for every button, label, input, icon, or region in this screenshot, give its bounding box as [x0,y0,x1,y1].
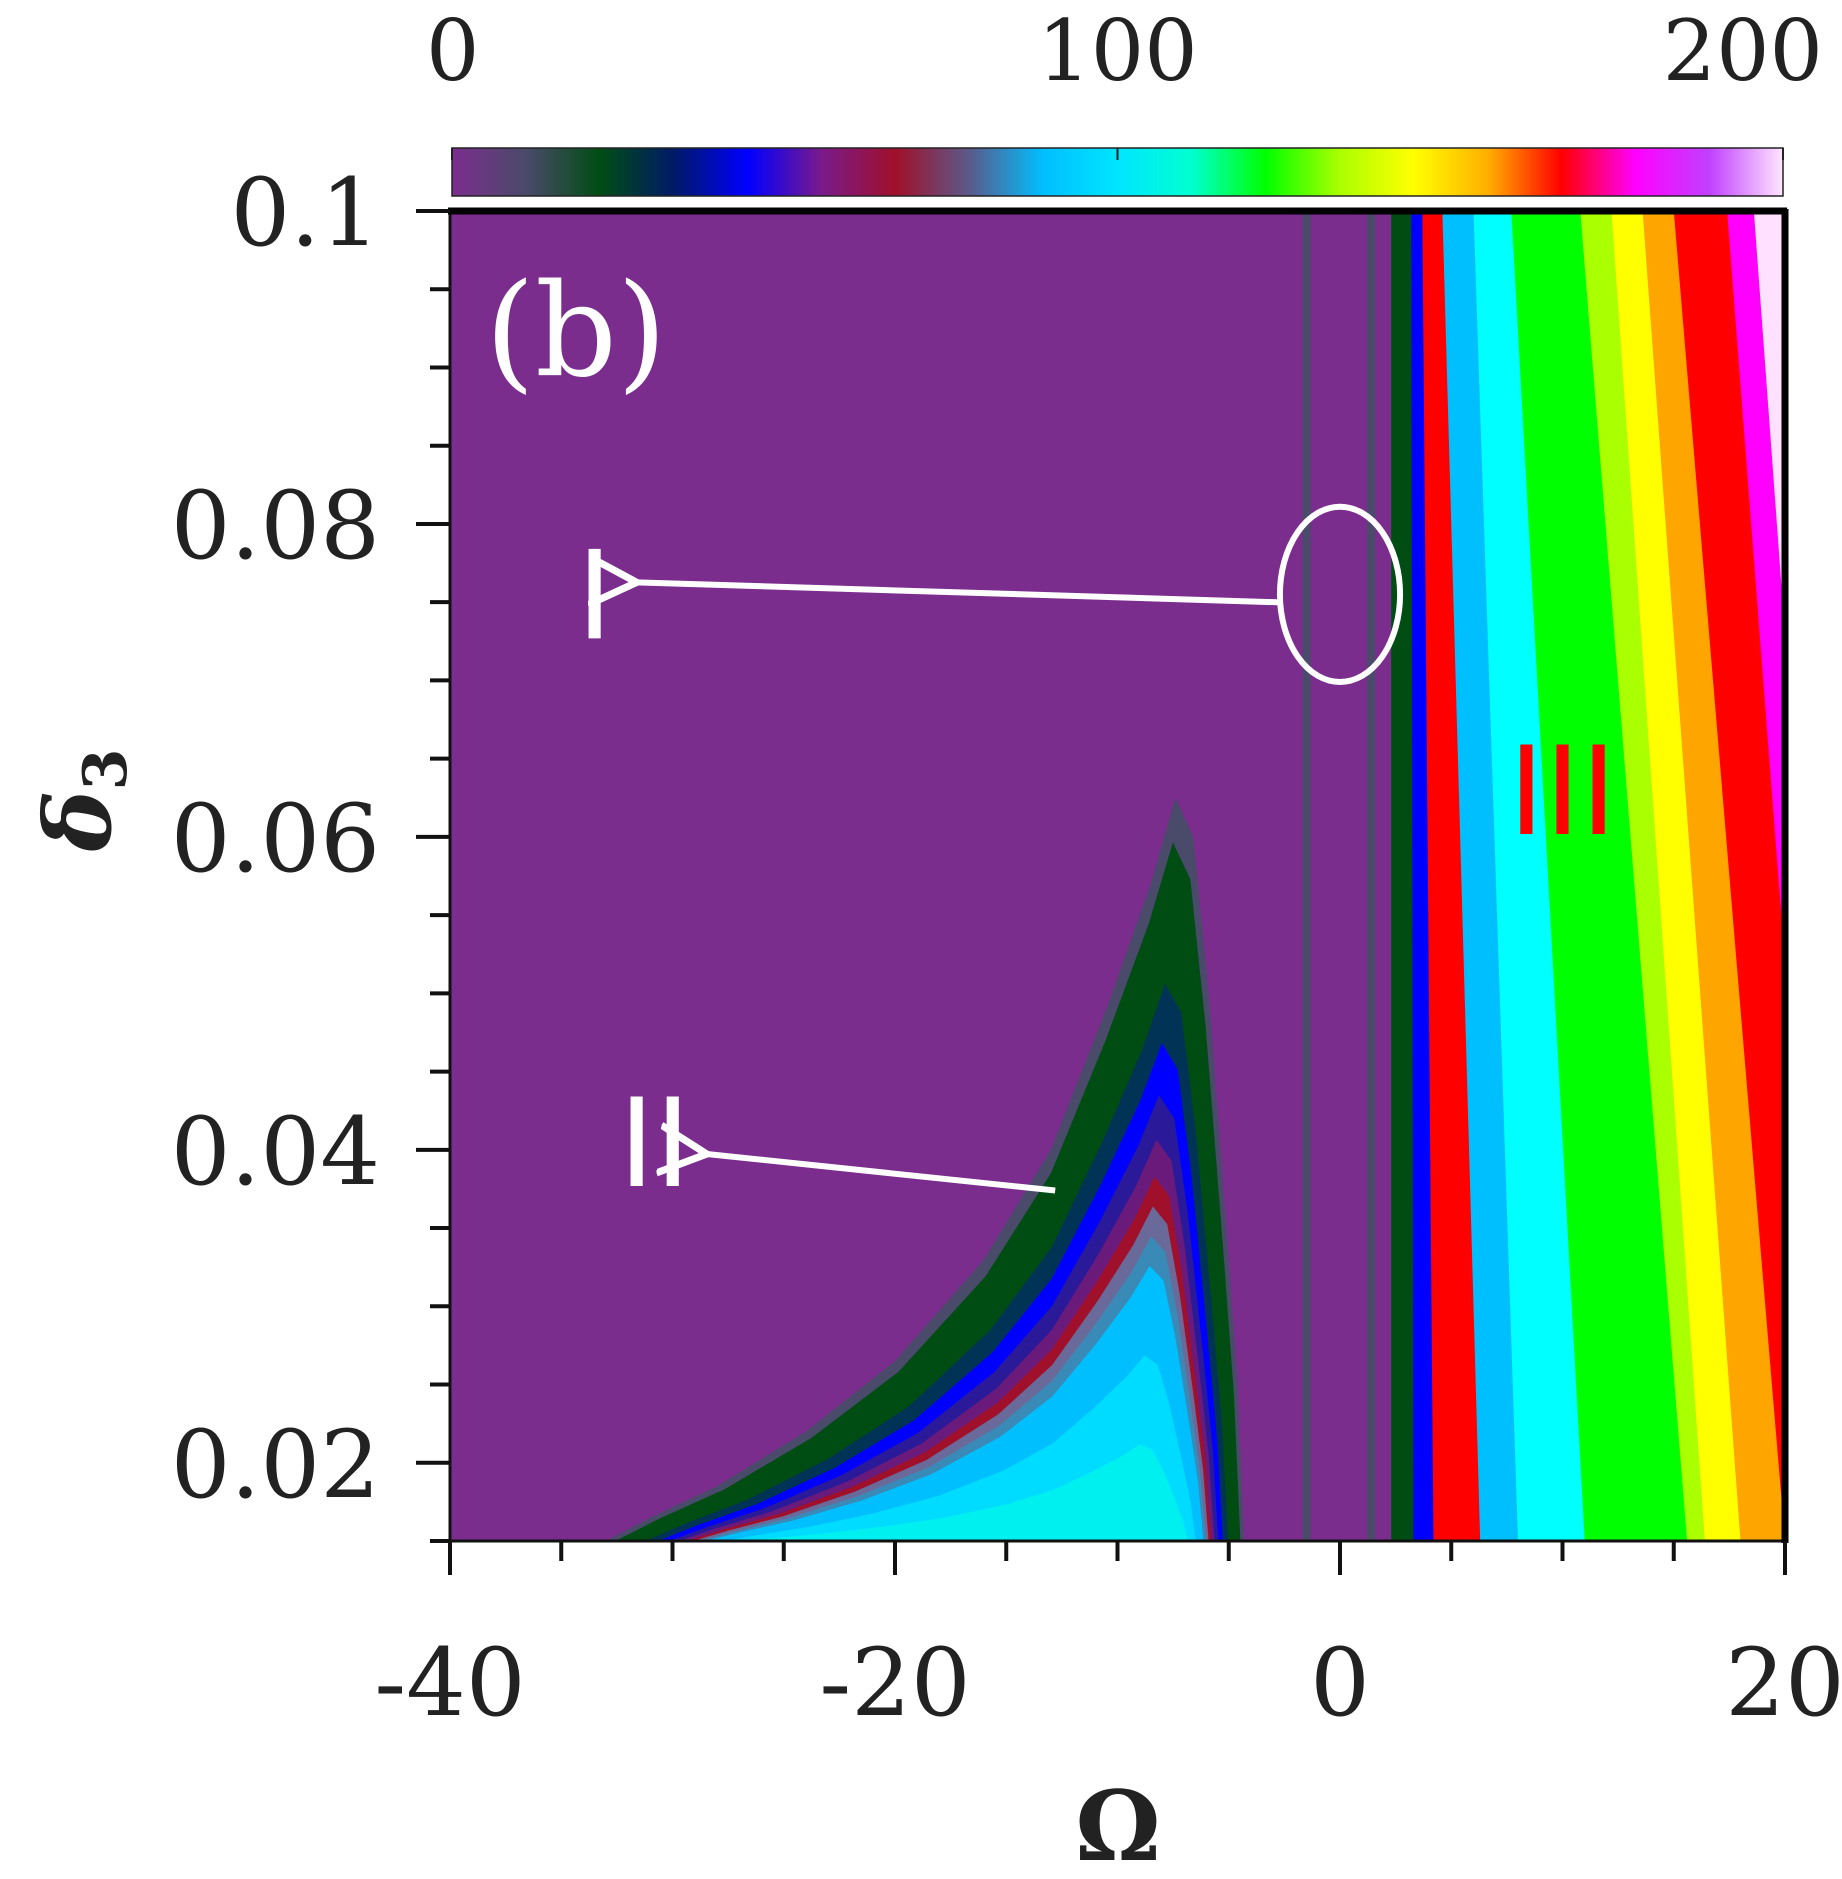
axes: -40 -20 0 20 0.02 0.04 0.06 0.08 0.1 Ω δ3 [24,159,1842,1879]
panel-label: (b) [485,257,667,406]
region-iii-stripes [1391,211,1785,1541]
region-iii-band [1753,211,1785,635]
y-axis-label-subscript: 3 [71,748,141,790]
plot-area [450,211,1785,1541]
y-tick-label: 0.08 [171,472,380,581]
y-axis-label: δ3 [24,748,141,852]
region-ii-band [743,1444,1188,1541]
x-tick-label: -40 [374,1629,525,1738]
region-i-label: I [577,520,613,666]
x-tick-label: -20 [819,1629,970,1738]
x-axis-ticks [448,1541,1787,1575]
y-axis-label-symbol: δ [24,790,132,852]
y-tick-label: 0.1 [231,159,381,268]
colorbar-tick-label: 0 [426,2,479,100]
region-ii-label: II [619,1068,691,1214]
colorbar-tick-labels: 0 100 200 [426,2,1823,100]
y-tick-label: 0.02 [171,1411,380,1520]
x-tick-label: 20 [1725,1629,1842,1738]
region-ii-arrow [707,1154,1056,1194]
y-tick-label: 0.04 [171,1098,380,1207]
y-tick-label: 0.06 [171,785,380,894]
y-axis-ticks [416,209,450,1543]
x-axis-tick-labels: -40 -20 0 20 [374,1629,1842,1738]
region-iii-label: III [1508,716,1616,862]
colorbar: 0 100 200 [426,2,1823,197]
colorbar-tick-label: 100 [1037,2,1197,100]
colorbar-ticks [451,148,1784,160]
colorbar-tick-label: 200 [1663,2,1823,100]
y-axis-tick-labels: 0.02 0.04 0.06 0.08 0.1 [171,159,380,1520]
x-tick-label: 0 [1310,1629,1370,1738]
thin-lines [1302,211,1376,1541]
region-ii-tongue [605,797,1245,1541]
x-axis-label: Ω [1075,1770,1160,1879]
region-i-ellipse [1276,503,1404,685]
region-i-arrow [637,582,1281,602]
